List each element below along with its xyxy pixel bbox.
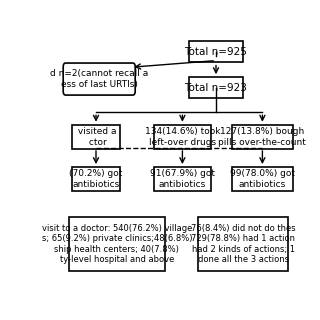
Text: 134(14.6%) took
left-over drugs: 134(14.6%) took left-over drugs bbox=[145, 127, 220, 147]
Text: 91(67.9%) got
antibiotics: 91(67.9%) got antibiotics bbox=[150, 169, 215, 188]
Text: (70.2%) got
antibiotics: (70.2%) got antibiotics bbox=[69, 169, 123, 188]
FancyBboxPatch shape bbox=[189, 42, 243, 62]
Text: Total n=923: Total n=923 bbox=[185, 83, 247, 93]
Text: 127(13.8%) bough
pills over-the-count: 127(13.8%) bough pills over-the-count bbox=[219, 127, 306, 147]
FancyBboxPatch shape bbox=[232, 167, 293, 190]
FancyBboxPatch shape bbox=[63, 63, 135, 95]
Text: d n=2(cannot recall a
ess of last URTIs): d n=2(cannot recall a ess of last URTIs) bbox=[50, 69, 148, 89]
FancyBboxPatch shape bbox=[198, 217, 288, 271]
Text: 76(8.4%) did not do thes
729(78.8%) had 1 action
had 2 kinds of actions; 1
done : 76(8.4%) did not do thes 729(78.8%) had … bbox=[191, 224, 295, 264]
FancyBboxPatch shape bbox=[72, 124, 120, 149]
FancyBboxPatch shape bbox=[69, 217, 165, 271]
FancyBboxPatch shape bbox=[154, 167, 211, 190]
FancyBboxPatch shape bbox=[154, 124, 211, 149]
Text: visited a
 ctor: visited a ctor bbox=[75, 127, 117, 147]
Text: Total n=925: Total n=925 bbox=[185, 47, 247, 57]
Text: visit to a doctor: 540(76.2%) village
s; 65(9.2%) private clinics;48(6.8%)
ship : visit to a doctor: 540(76.2%) village s;… bbox=[42, 224, 192, 264]
FancyBboxPatch shape bbox=[72, 167, 120, 190]
Text: 99(78.0%) got
antibiotics: 99(78.0%) got antibiotics bbox=[230, 169, 295, 188]
FancyBboxPatch shape bbox=[189, 77, 243, 98]
FancyBboxPatch shape bbox=[232, 124, 293, 149]
